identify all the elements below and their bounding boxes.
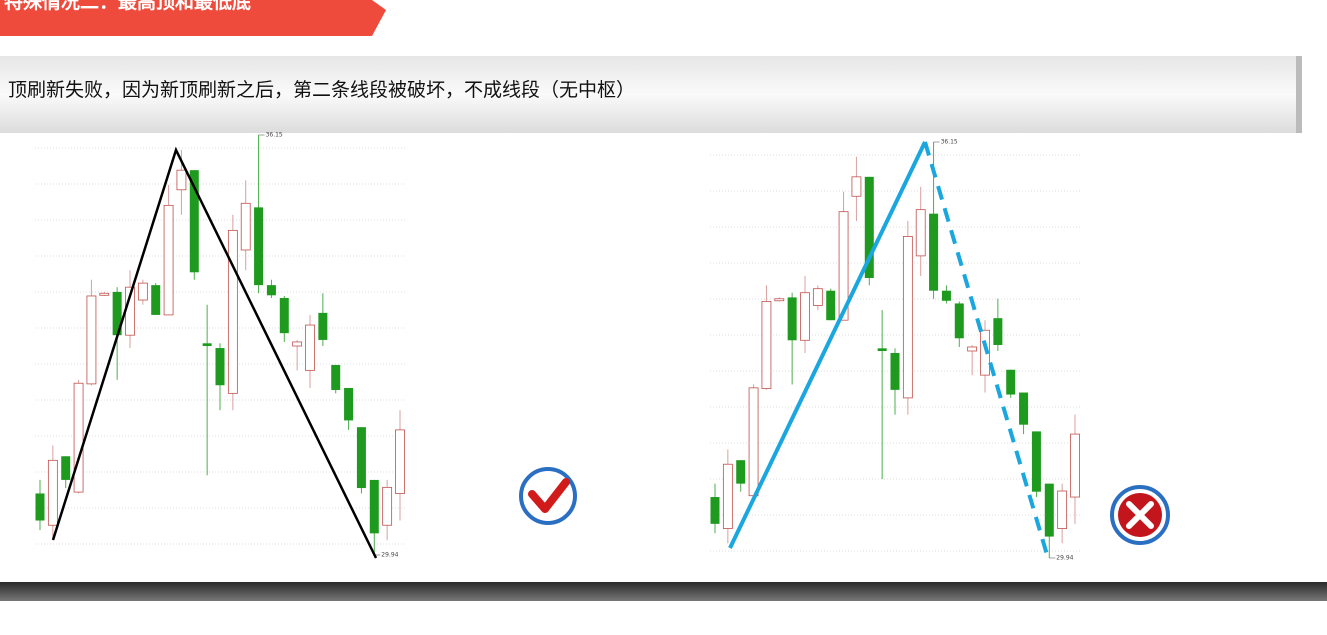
candle-body bbox=[73, 382, 84, 493]
candle-body bbox=[967, 346, 978, 352]
candle-body bbox=[864, 176, 874, 278]
candle-body bbox=[86, 295, 97, 385]
candle-body bbox=[189, 170, 199, 273]
candle-body bbox=[151, 285, 161, 315]
candle-body bbox=[929, 213, 939, 291]
up-segment bbox=[728, 141, 927, 549]
candle-body bbox=[902, 236, 913, 399]
candle-body bbox=[279, 297, 289, 334]
candle-body bbox=[954, 303, 964, 339]
chart: 36.15 29.94 bbox=[710, 139, 1080, 562]
candle-body bbox=[344, 387, 354, 421]
candle-body bbox=[941, 290, 951, 301]
candle-body bbox=[176, 169, 187, 191]
note: 顶刷新失败，因为新顶刷新之后，第二条线段被破坏，不成线段（无中枢） bbox=[8, 79, 635, 101]
candle-body bbox=[890, 353, 900, 390]
candle-body bbox=[395, 429, 405, 494]
candle-body bbox=[812, 288, 823, 306]
candle-body bbox=[1070, 433, 1080, 498]
candle-body bbox=[305, 324, 315, 371]
footer-bar bbox=[0, 582, 1327, 601]
low-label: 29.94 bbox=[1056, 555, 1073, 562]
candle-body bbox=[915, 209, 926, 257]
candle-body bbox=[137, 282, 148, 301]
candle-body bbox=[877, 348, 887, 352]
candle-body bbox=[35, 493, 45, 521]
candle-body bbox=[112, 291, 122, 336]
candle-body bbox=[266, 285, 276, 296]
candle-body bbox=[761, 301, 772, 389]
check-icon bbox=[519, 467, 577, 525]
candle-body bbox=[61, 456, 71, 480]
candle-body bbox=[851, 176, 862, 197]
title-banner bbox=[0, 0, 386, 36]
candle-body bbox=[215, 348, 225, 386]
candle-body bbox=[369, 479, 379, 534]
candle-body bbox=[1006, 369, 1016, 395]
candle-body bbox=[748, 387, 759, 497]
candle-body bbox=[318, 312, 328, 340]
candle-body bbox=[800, 292, 810, 341]
candle-body bbox=[993, 318, 1003, 345]
candle-body bbox=[736, 460, 746, 484]
candle-body bbox=[774, 298, 785, 302]
candle-body bbox=[826, 290, 836, 321]
candle-body bbox=[292, 341, 303, 347]
note-box bbox=[0, 56, 1302, 133]
high-label: 36.15 bbox=[266, 132, 283, 139]
cross-icon bbox=[1110, 485, 1170, 545]
candle-body bbox=[227, 229, 238, 394]
candle-body bbox=[787, 297, 797, 341]
candle-body bbox=[980, 329, 990, 376]
candle-body bbox=[710, 497, 720, 524]
down-segment bbox=[923, 141, 1050, 559]
candle-body bbox=[254, 207, 264, 286]
high-label: 36.15 bbox=[941, 139, 958, 146]
chart: 36.15 29.94 bbox=[35, 132, 405, 559]
candle-body bbox=[47, 459, 58, 526]
candle-body bbox=[1031, 431, 1041, 492]
candle-body bbox=[722, 463, 733, 529]
candle-body bbox=[382, 486, 393, 526]
low-label: 29.94 bbox=[381, 552, 398, 559]
candle-body bbox=[838, 211, 849, 321]
note-box-edge bbox=[1296, 56, 1302, 133]
candle-body bbox=[163, 204, 174, 316]
candle-body bbox=[99, 292, 110, 296]
stroke-lines bbox=[51, 146, 378, 559]
candle-body bbox=[1057, 490, 1068, 529]
candle-body bbox=[356, 427, 366, 489]
candle-body bbox=[202, 343, 212, 347]
title: 特殊情况二：最高顶和最低底 bbox=[4, 0, 251, 13]
candle-body bbox=[1044, 483, 1054, 537]
candle-body bbox=[240, 202, 251, 251]
candle-body bbox=[1019, 392, 1029, 425]
candle-body bbox=[331, 364, 341, 390]
